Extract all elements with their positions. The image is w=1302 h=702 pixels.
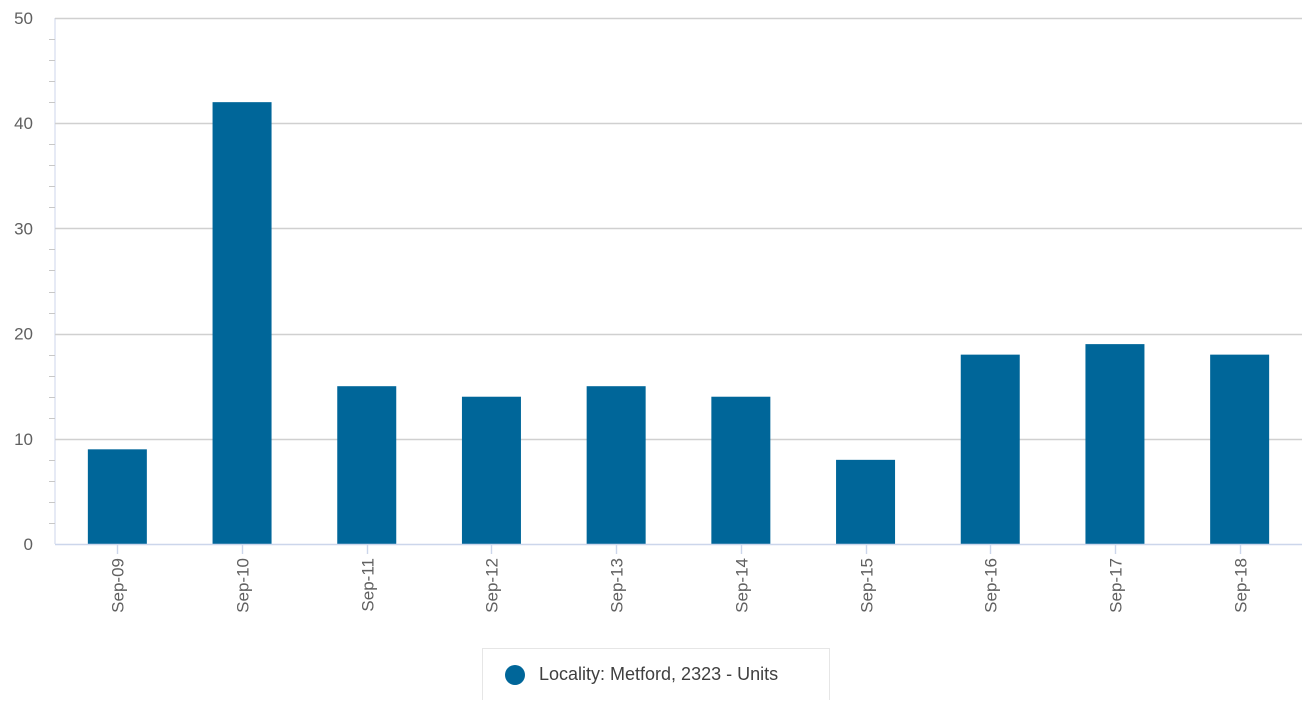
bar-sep-14[interactable]: [711, 396, 771, 544]
x-tick-label: Sep-17: [1107, 558, 1126, 613]
y-tick-label: 40: [14, 114, 33, 133]
bar-sep-13[interactable]: [586, 386, 646, 544]
y-tick-label: 30: [14, 219, 33, 238]
x-tick-label: Sep-13: [608, 558, 627, 613]
bar-sep-17[interactable]: [1085, 344, 1145, 544]
x-tick-label: Sep-14: [733, 558, 752, 613]
y-tick-label: 10: [14, 430, 33, 449]
y-tick-label: 0: [24, 535, 33, 554]
x-axis-labels: Sep-09 Sep-10 Sep-11 Sep-12 Sep-13 Sep-14 Sep-…: [109, 558, 1251, 613]
bar-sep-18[interactable]: [1210, 354, 1270, 544]
x-tick-label: Sep-11: [359, 558, 378, 612]
x-tick-label: Sep-18: [1232, 558, 1251, 613]
bar-sep-09[interactable]: [87, 449, 147, 544]
bar-sep-11[interactable]: [337, 386, 397, 544]
x-tick-label: Sep-12: [483, 558, 502, 613]
x-tick-label: Sep-15: [858, 558, 877, 613]
x-tick-label: Sep-10: [234, 558, 253, 613]
y-minor-ticks: [49, 39, 55, 524]
bar-sep-16[interactable]: [960, 354, 1020, 544]
legend-label: Locality: Metford, 2323 - Units: [539, 664, 779, 684]
bars: [87, 102, 1270, 544]
bar-sep-12[interactable]: [461, 396, 521, 544]
x-axis-ticks: [116, 544, 1242, 554]
y-tick-label: 20: [14, 325, 33, 344]
y-axis-labels: 0 10 20 30 40 50: [14, 9, 33, 554]
x-tick-label: Sep-09: [109, 558, 128, 613]
bar-sep-10[interactable]: [212, 102, 272, 544]
legend[interactable]: Locality: Metford, 2323 - Units: [482, 648, 830, 700]
x-tick-label: Sep-16: [982, 558, 1001, 613]
y-tick-label: 50: [14, 9, 33, 28]
bar-sep-15[interactable]: [836, 459, 896, 544]
legend-marker-icon: [505, 664, 525, 685]
